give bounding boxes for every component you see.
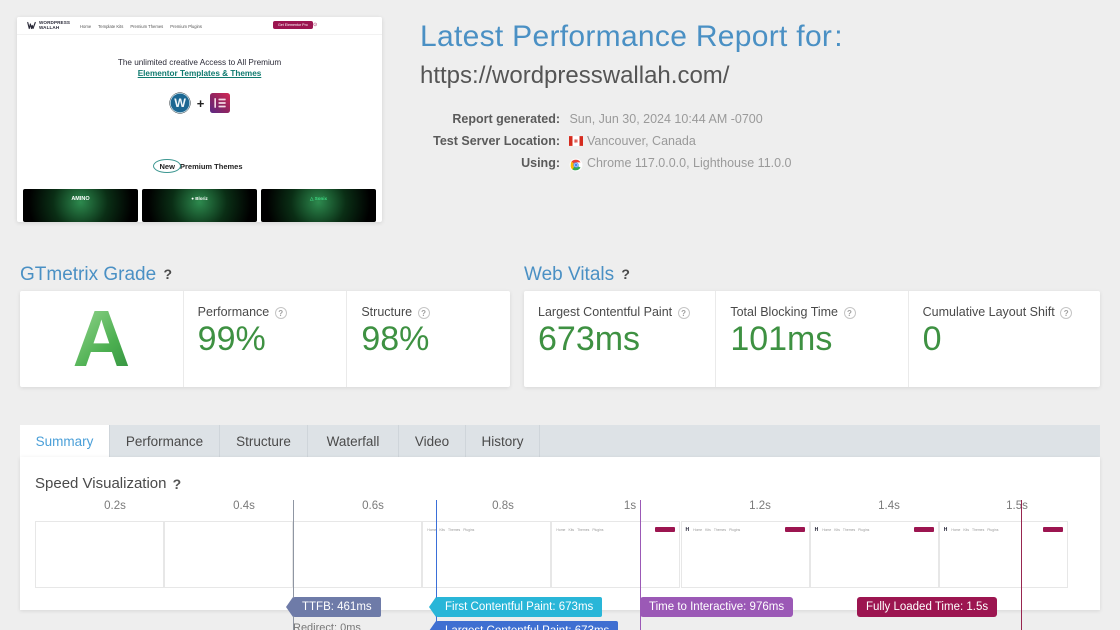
svg-text:W: W: [174, 96, 186, 110]
svg-text:❋: ❋: [574, 138, 579, 145]
